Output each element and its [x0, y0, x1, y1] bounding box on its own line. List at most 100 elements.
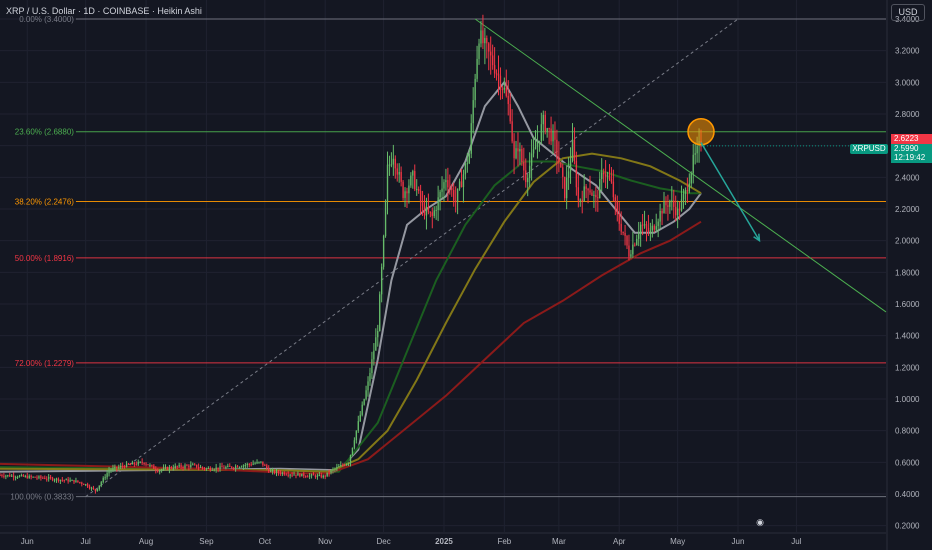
candle-body	[447, 180, 449, 188]
candle-body	[550, 128, 552, 142]
candle-body	[336, 466, 338, 469]
candle-body	[116, 466, 118, 469]
candle-body	[158, 470, 161, 472]
candle-body	[375, 337, 377, 351]
calendar-goto-icon[interactable]: ◉	[756, 517, 764, 527]
candle-body	[542, 114, 544, 125]
candle-body	[281, 472, 284, 474]
candle-body	[517, 148, 519, 152]
candle-body	[379, 294, 381, 331]
y-tick-label: 1.0000	[895, 395, 920, 404]
candle-body	[468, 153, 470, 164]
candle-body	[326, 472, 328, 476]
candle-body	[505, 87, 507, 96]
candle-body	[303, 473, 305, 477]
candle-body	[661, 210, 663, 214]
candle-body	[69, 480, 71, 482]
candle-body	[653, 225, 655, 230]
candle-body	[310, 474, 313, 476]
candle-body	[264, 464, 266, 466]
candle-body	[538, 140, 541, 142]
candle-body	[24, 475, 26, 477]
candle-body	[357, 421, 359, 431]
candle-body	[560, 162, 562, 168]
candle-body	[102, 477, 104, 483]
fib-level-label: 38.20% (2.2476)	[15, 197, 74, 206]
candle-body	[382, 236, 385, 267]
candle-body	[328, 472, 330, 474]
candle-body	[14, 477, 17, 479]
candle-body	[416, 188, 418, 190]
candle-body	[343, 465, 346, 467]
last-price-tag: 2.5990 12:19:42	[891, 144, 932, 163]
x-tick-label: Mar	[552, 537, 566, 546]
candle-body	[30, 475, 32, 477]
candle-body	[554, 130, 556, 140]
candle-body	[246, 463, 248, 465]
candle-body	[503, 87, 506, 90]
candle-body	[453, 190, 455, 201]
candle-body	[90, 487, 93, 489]
candle-body	[433, 210, 435, 216]
candle-body	[678, 208, 681, 211]
candle-body	[408, 185, 410, 194]
candle-body	[59, 479, 62, 481]
candle-body	[135, 464, 137, 466]
candle-body	[544, 114, 546, 132]
candle-body	[121, 465, 124, 467]
y-tick-label: 1.2000	[895, 363, 920, 372]
candle-body	[454, 200, 457, 202]
candle-body	[692, 154, 694, 174]
moving-average-mid	[0, 160, 701, 473]
candle-body	[254, 463, 256, 465]
candle-body	[283, 472, 285, 475]
candle-body	[527, 177, 529, 183]
candle-body	[219, 466, 221, 469]
currency-button[interactable]: USD	[891, 4, 925, 21]
candle-body	[51, 477, 54, 481]
candle-body	[507, 95, 509, 105]
candle-body	[585, 186, 587, 189]
candle-body	[546, 128, 548, 132]
candle-body	[684, 190, 687, 195]
descending-trendline	[474, 18, 887, 313]
candle-body	[275, 471, 278, 474]
candle-body	[94, 489, 97, 492]
candle-body	[46, 478, 48, 480]
candle-body	[57, 478, 60, 481]
candle-body	[361, 404, 363, 415]
candle-body	[556, 139, 558, 158]
candle-body	[110, 469, 112, 471]
candle-body	[168, 467, 171, 470]
candle-body	[258, 461, 260, 463]
candle-body	[7, 475, 9, 477]
candle-body	[597, 197, 599, 199]
candle-body	[443, 182, 445, 189]
x-tick-label: Jul	[81, 537, 91, 546]
candle-body	[133, 462, 136, 465]
candle-body	[696, 145, 698, 154]
candle-body	[170, 467, 173, 469]
x-tick-label: Aug	[139, 537, 153, 546]
candle-body	[174, 466, 176, 469]
candle-body	[153, 465, 155, 469]
candle-body	[137, 461, 139, 465]
candle-body	[252, 463, 254, 465]
candle-body	[478, 43, 480, 59]
highlight-circle	[687, 117, 715, 146]
candle-body	[186, 465, 188, 467]
candle-body	[229, 465, 231, 467]
candle-body	[571, 139, 574, 161]
candle-body	[129, 464, 132, 466]
candle-body	[83, 483, 85, 485]
candle-body	[589, 190, 591, 193]
candle-body	[324, 475, 326, 477]
candle-body	[548, 128, 550, 130]
candle-body	[147, 464, 149, 466]
candle-body	[279, 472, 282, 474]
candle-body	[250, 464, 252, 466]
candle-body	[606, 175, 609, 177]
candle-body	[55, 478, 58, 480]
